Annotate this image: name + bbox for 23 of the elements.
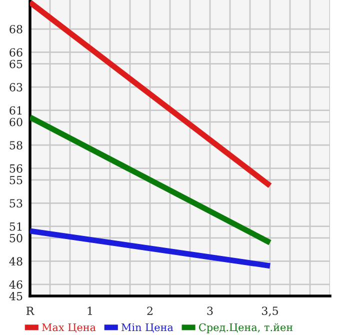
x-tick-label: 1	[88, 306, 92, 315]
y-tick-label: 45	[9, 292, 22, 300]
legend-label: Max Цена	[42, 323, 96, 333]
y-tick-label: 58	[10, 141, 22, 150]
y-tick-label: 63	[10, 83, 22, 92]
y-tick-label: 60	[10, 118, 22, 126]
x-tick-label: 3	[207, 306, 213, 316]
y-tick-label: 53	[10, 199, 22, 208]
y-tick-label: 68	[10, 24, 22, 34]
x-tick-label: 2	[147, 306, 152, 315]
x-tick-label: R	[26, 306, 34, 315]
y-tick-label: 65	[10, 60, 22, 68]
legend-label: Сред.Цена, т.йен	[199, 323, 293, 334]
y-tick-label: 48	[9, 257, 22, 266]
y-tick-label: 46	[9, 280, 22, 289]
x-tick-label: 3,5	[262, 306, 278, 316]
y-tick-label: 55	[10, 176, 22, 184]
y-tick-label: 50	[10, 234, 22, 242]
y-tick-label: 66	[10, 48, 22, 57]
y-tick-label: 56	[10, 164, 22, 173]
y-tick-label: 51	[10, 222, 22, 231]
y-tick-label: 61	[10, 106, 22, 115]
legend-label: Min Цена	[122, 323, 174, 333]
